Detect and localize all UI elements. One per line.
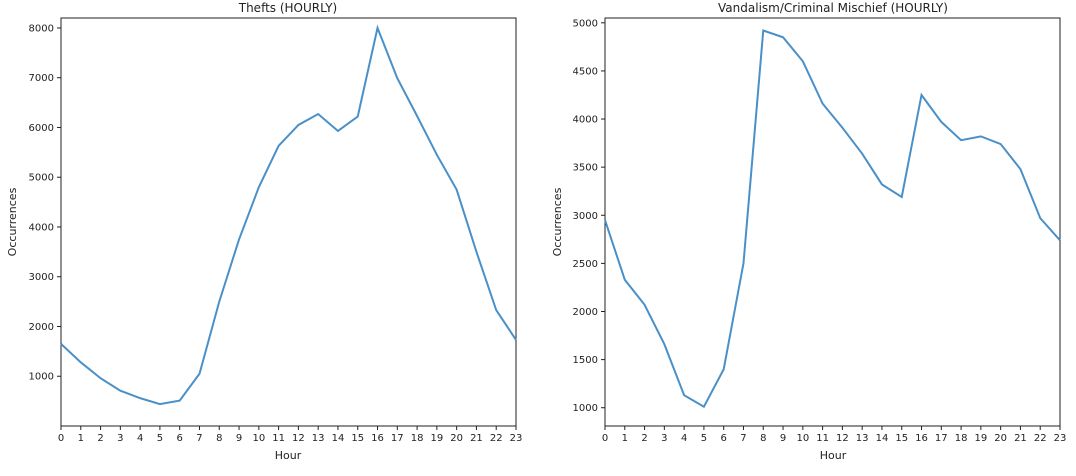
x-tick-label: 4 [137, 433, 143, 444]
x-axis-ticks: 0 1 2 3 4 5 6 7 8 9 10 11 12 13 14 15 16 17 18 19 20 21 22 23 [58, 426, 523, 444]
y-tick-label: 2000 [573, 307, 598, 318]
x-tick-label: 8 [216, 433, 222, 444]
x-tick-label: 12 [292, 433, 305, 444]
x-axis-label: Hour [820, 449, 847, 462]
y-axis-ticks: 1000 2000 3000 4000 5000 6000 7000 8000 [29, 23, 61, 383]
y-tick-label: 2500 [573, 259, 598, 270]
x-tick-label: 13 [312, 433, 325, 444]
x-tick-label: 22 [1034, 433, 1047, 444]
y-tick-label: 1000 [29, 372, 54, 383]
x-tick-label: 15 [351, 433, 364, 444]
y-axis-label: Occurrences [551, 187, 564, 256]
plot-frame [60, 17, 517, 427]
y-tick-label: 2000 [29, 322, 54, 333]
x-tick-label: 6 [721, 433, 727, 444]
x-tick-label: 2 [641, 433, 647, 444]
y-tick-label: 3000 [29, 272, 54, 283]
x-tick-label: 17 [935, 433, 948, 444]
y-tick-label: 5000 [573, 18, 598, 29]
x-tick-label: 8 [760, 433, 766, 444]
x-tick-label: 21 [470, 433, 483, 444]
x-tick-label: 23 [1054, 433, 1067, 444]
y-tick-label: 4000 [573, 115, 598, 126]
chart-title: Vandalism/Criminal Mischief (HOURLY) [718, 1, 948, 15]
x-tick-label: 11 [816, 433, 829, 444]
x-tick-label: 21 [1014, 433, 1027, 444]
x-tick-label: 20 [450, 433, 463, 444]
x-tick-label: 2 [97, 433, 103, 444]
x-tick-label: 18 [411, 433, 424, 444]
series-line [604, 29, 1061, 409]
y-tick-label: 7000 [29, 73, 54, 84]
x-tick-label: 20 [994, 433, 1007, 444]
x-tick-label: 6 [177, 433, 183, 444]
x-tick-label: 9 [236, 433, 242, 444]
chart-title: Thefts (HOURLY) [238, 1, 337, 15]
x-tick-label: 7 [196, 433, 202, 444]
x-tick-label: 1 [622, 433, 628, 444]
x-tick-label: 4 [681, 433, 687, 444]
x-tick-label: 13 [856, 433, 869, 444]
x-tick-label: 19 [431, 433, 444, 444]
x-tick-label: 14 [876, 433, 889, 444]
x-tick-label: 0 [602, 433, 608, 444]
y-tick-label: 5000 [29, 173, 54, 184]
x-tick-label: 1 [78, 433, 84, 444]
x-tick-label: 17 [391, 433, 404, 444]
y-axis-ticks: 1000 1500 2000 2500 3000 3500 4000 4500 5000 [573, 18, 605, 414]
y-tick-label: 6000 [29, 123, 54, 134]
y-tick-label: 4500 [573, 66, 598, 77]
x-tick-label: 16 [915, 433, 928, 444]
y-tick-label: 3500 [573, 163, 598, 174]
x-tick-label: 14 [332, 433, 345, 444]
x-tick-label: 3 [661, 433, 667, 444]
x-tick-label: 19 [975, 433, 988, 444]
panel-vandalism: Vandalism/Criminal Mischief (HOURLY) 100… [551, 1, 1066, 462]
y-tick-label: 1500 [573, 355, 598, 366]
x-tick-label: 11 [272, 433, 285, 444]
x-tick-label: 3 [117, 433, 123, 444]
y-tick-label: 4000 [29, 222, 54, 233]
y-tick-label: 8000 [29, 23, 54, 34]
x-tick-label: 10 [796, 433, 809, 444]
x-tick-label: 0 [58, 433, 64, 444]
x-axis-ticks: 0 1 2 3 4 5 6 7 8 9 10 11 12 13 14 15 16 17 18 19 20 21 22 23 [602, 426, 1067, 444]
x-tick-label: 22 [490, 433, 503, 444]
y-tick-label: 1000 [573, 403, 598, 414]
x-tick-label: 23 [510, 433, 523, 444]
x-tick-label: 7 [740, 433, 746, 444]
x-tick-label: 5 [701, 433, 707, 444]
x-tick-label: 16 [371, 433, 384, 444]
x-tick-label: 12 [836, 433, 849, 444]
x-tick-label: 5 [157, 433, 163, 444]
x-axis-label: Hour [275, 449, 302, 462]
x-tick-label: 18 [955, 433, 968, 444]
series-line [60, 24, 517, 406]
y-tick-label: 3000 [573, 211, 598, 222]
x-tick-label: 15 [895, 433, 908, 444]
panel-thefts: Thefts (HOURLY) 1000 2000 3000 4000 5000 6000… [6, 1, 522, 462]
x-tick-label: 9 [780, 433, 786, 444]
y-axis-label: Occurrences [6, 187, 19, 256]
x-tick-label: 10 [252, 433, 265, 444]
